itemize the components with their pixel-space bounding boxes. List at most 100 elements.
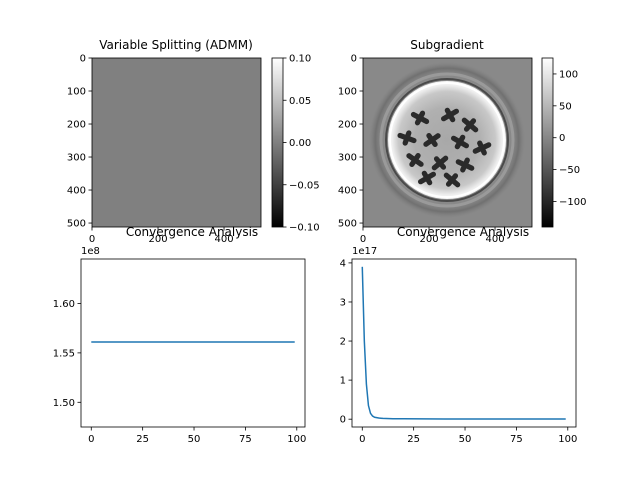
subgradient-blob-arm <box>426 132 438 148</box>
convergence-left-title: Convergence Analysis <box>126 225 258 239</box>
subgradient-inner-edge <box>389 82 505 198</box>
subgradient-colorbar <box>541 57 554 228</box>
admm-ytick-label: 200 <box>67 120 86 131</box>
subgradient-blob <box>461 117 479 133</box>
subgradient-cbar-tick-label: 0 <box>559 133 565 144</box>
subgradient-title: Subgradient <box>410 38 484 52</box>
subgradient-ytick-label: 200 <box>338 120 357 131</box>
convergence-left-xtick-label: 50 <box>188 434 201 445</box>
subgradient-blob <box>440 107 460 123</box>
subgradient-ytick-label: 0 <box>351 54 357 65</box>
admm-ytick-label: 0 <box>80 54 86 65</box>
convergence-right-axes: 0 25 50 75 100 0 1 2 3 4 <box>340 258 578 445</box>
panel-admm: Variable Splitting (ADMM) 0 200 400 0 100 200… <box>67 38 320 245</box>
convergence-right-xtick-label: 75 <box>510 434 523 445</box>
convergence-right-series-line <box>361 266 566 420</box>
subgradient-ytick-label: 100 <box>338 87 357 98</box>
subgradient-blob-arm <box>421 170 433 186</box>
admm-image <box>92 58 261 227</box>
subgradient-blob <box>417 170 437 186</box>
convergence-left-frame <box>80 258 306 428</box>
subgradient-blob-arm <box>445 173 459 187</box>
convergence-left-xtick-label: 0 <box>88 434 94 445</box>
convergence-left-xtick-label: 75 <box>239 434 252 445</box>
subgradient-blob-arm <box>414 110 426 126</box>
convergence-left-ytick-label: 1.50 <box>53 398 75 409</box>
subgradient-blob <box>472 140 492 156</box>
subgradient-image-frame <box>362 57 533 228</box>
convergence-right-xtick-label: 100 <box>558 434 577 445</box>
convergence-left-axes: 0 25 50 75 100 1.50 1.55 1.60 <box>53 299 307 445</box>
convergence-right-xtick-label: 0 <box>359 434 365 445</box>
admm-cbar-tick-label: 0.05 <box>289 96 311 107</box>
convergence-left-ytick-label: 1.55 <box>53 348 75 359</box>
subgradient-blob <box>431 155 449 171</box>
subgradient-blob-arm <box>454 134 466 150</box>
admm-image-frame <box>91 57 262 228</box>
admm-colorbar <box>271 57 284 228</box>
admm-ytick-label: 100 <box>67 87 86 98</box>
subgradient-blob-arm <box>463 118 477 132</box>
convergence-right-ytick-label: 4 <box>340 258 346 269</box>
subgradient-image <box>363 58 532 227</box>
admm-xtick-label: 400 <box>214 234 233 245</box>
subgradient-outer-ring <box>379 72 515 208</box>
admm-cbar-tick-label: 0.00 <box>289 138 311 149</box>
subgradient-blob-arm <box>460 157 470 173</box>
admm-cbar-tick-label: −0.05 <box>289 180 320 191</box>
subgradient-xtick-label: 400 <box>485 234 504 245</box>
convergence-right-xtick-label: 25 <box>407 434 420 445</box>
subgradient-dark-ring <box>385 78 509 202</box>
panel-convergence-left: Convergence Analysis 1e8 0 25 50 75 100 1.50 1… <box>53 225 307 445</box>
subgradient-blob-arm <box>409 152 421 168</box>
admm-ytick-label: 400 <box>67 186 86 197</box>
subgradient-ytick-label: 300 <box>338 153 357 164</box>
admm-ytick-label: 300 <box>67 153 86 164</box>
subgradient-blob <box>410 110 430 126</box>
convergence-right-ytick-label: 0 <box>340 415 346 426</box>
convergence-right-ytick-label: 3 <box>340 297 346 308</box>
subgradient-xtick-label: 0 <box>360 234 366 245</box>
subgradient-blobs <box>397 107 492 188</box>
subgradient-blob <box>406 152 424 168</box>
subgradient-blob-arm <box>402 130 412 146</box>
admm-xtick-label: 0 <box>89 234 95 245</box>
subgradient-blob <box>450 134 470 150</box>
subgradient-disk <box>388 81 506 199</box>
subgradient-xtick-label: 200 <box>419 234 438 245</box>
admm-axes: 0 200 400 0 100 200 300 400 500 <box>67 54 234 246</box>
convergence-right-frame <box>351 258 577 428</box>
admm-cbar-tick-label: −0.10 <box>289 223 320 234</box>
convergence-left-ytick-label: 1.60 <box>53 299 75 310</box>
panel-convergence-right: Convergence Analysis 1e17 0 25 50 75 100 0 1 2 3… <box>340 225 578 445</box>
convergence-left-xtick-label: 100 <box>287 434 306 445</box>
subgradient-ytick-label: 500 <box>338 219 357 230</box>
convergence-left-xtick-label: 25 <box>136 434 149 445</box>
subgradient-cbar-tick-label: 100 <box>559 69 578 80</box>
admm-xtick-label: 200 <box>148 234 167 245</box>
admm-ytick-label: 500 <box>67 219 86 230</box>
subgradient-colorbar-ticks: 100 50 0 −50 −100 <box>553 69 586 208</box>
subgradient-blob-arm <box>444 107 456 123</box>
convergence-right-offset: 1e17 <box>352 246 377 257</box>
convergence-right-ytick-label: 1 <box>340 376 346 387</box>
convergence-left-offset: 1e8 <box>81 246 100 257</box>
subgradient-cbar-tick-label: −50 <box>559 165 580 176</box>
subgradient-cbar-tick-label: 50 <box>559 101 572 112</box>
subgradient-cbar-tick-label: −100 <box>559 197 586 208</box>
admm-colorbar-ticks: 0.10 0.05 0.00 −0.05 −0.10 <box>283 54 320 234</box>
subgradient-blob <box>397 130 417 146</box>
subgradient-ytick-label: 400 <box>338 186 357 197</box>
subgradient-blob <box>443 172 461 188</box>
subgradient-axes: 0 200 400 0 100 200 300 400 500 <box>338 54 505 246</box>
subgradient-blob <box>423 132 441 148</box>
convergence-right-xtick-label: 50 <box>459 434 472 445</box>
subgradient-blob-arm <box>477 140 487 156</box>
subgradient-blob <box>455 157 475 173</box>
admm-cbar-tick-label: 0.10 <box>289 54 311 65</box>
subgradient-blob-arm <box>433 156 447 170</box>
admm-title: Variable Splitting (ADMM) <box>99 38 253 52</box>
